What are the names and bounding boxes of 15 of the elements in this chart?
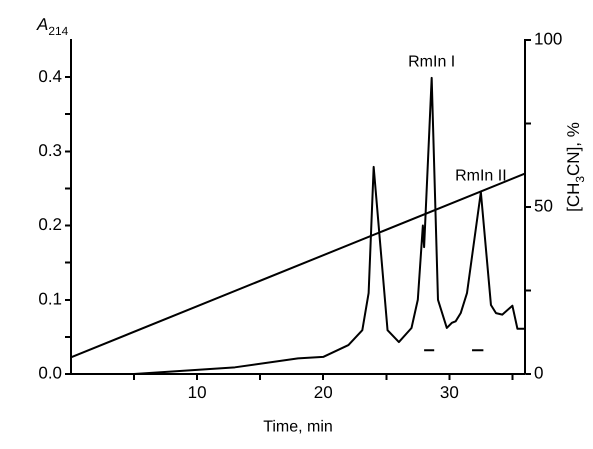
y2-axis-title: [CH3CN], %: [564, 122, 588, 212]
y2-tick-label: 100: [534, 30, 562, 49]
y-tick-label: 0.2: [38, 215, 62, 234]
annotation: RmIn I: [408, 53, 456, 70]
y-tick-label: 0.1: [38, 289, 62, 308]
y-tick-label: 0.0: [38, 364, 62, 383]
y-tick-label: 0.4: [38, 66, 62, 86]
x-axis-title: Time, min: [263, 418, 333, 436]
y2-tick-label: 50: [534, 196, 553, 216]
x-tick-label: 10: [188, 382, 207, 402]
x-tick-label: 30: [440, 382, 459, 402]
x-tick-label: 20: [314, 382, 333, 402]
y-tick-label: 0.3: [38, 141, 62, 160]
annotation: RmIn II: [455, 168, 507, 185]
y2-tick-label: 0: [534, 364, 544, 383]
